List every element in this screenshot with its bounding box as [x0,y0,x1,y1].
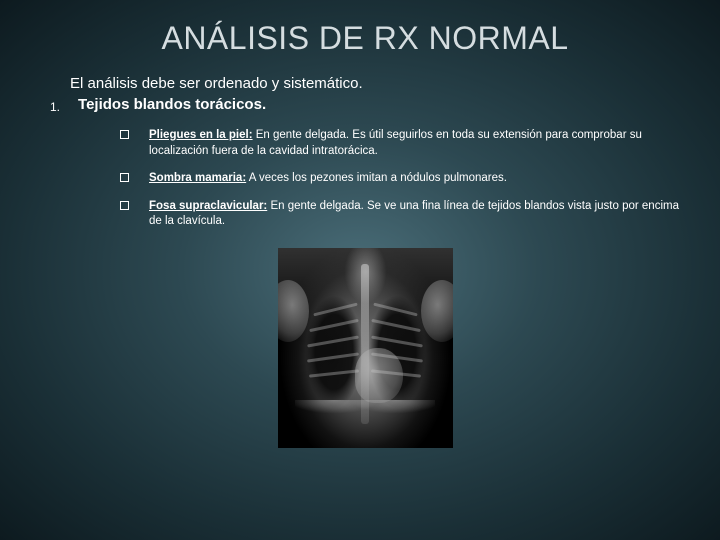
list-item: Fosa supraclavicular: En gente delgada. … [120,199,680,230]
square-bullet-icon [120,201,129,210]
intro-text: El análisis debe ser ordenado y sistemát… [70,75,680,92]
bullet-text: Sombra mamaria: A veces los pezones imit… [149,171,507,187]
bullet-text: Fosa supraclavicular: En gente delgada. … [149,199,680,230]
slide: ANÁLISIS DE RX NORMAL El análisis debe s… [0,0,720,540]
list-number: 1. [50,100,60,114]
bullet-text: Pliegues en la piel: En gente delgada. E… [149,128,680,159]
list-heading: Tejidos blandos torácicos. [78,96,266,114]
list-item: Pliegues en la piel: En gente delgada. E… [120,128,680,159]
list-item: Sombra mamaria: A veces los pezones imit… [120,171,680,187]
square-bullet-icon [120,130,129,139]
slide-title: ANÁLISIS DE RX NORMAL [50,20,680,57]
bullet-list: Pliegues en la piel: En gente delgada. E… [120,128,680,230]
square-bullet-icon [120,173,129,182]
chest-xray-image [278,248,453,448]
image-container [50,248,680,448]
xray-diaphragm [295,400,435,428]
numbered-item: 1. Tejidos blandos torácicos. [50,96,680,114]
